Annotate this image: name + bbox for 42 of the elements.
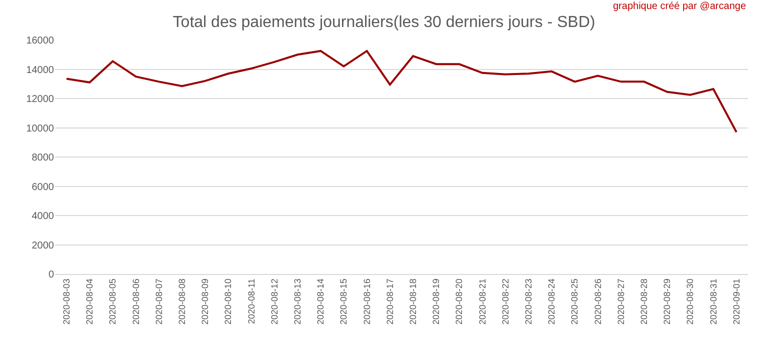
x-tick-label: 2020-08-29 — [662, 278, 672, 325]
x-tick-label: 2020-08-03 — [61, 278, 72, 325]
x-tick-label: 2020-08-31 — [708, 278, 718, 325]
x-tick-label: 2020-08-30 — [685, 278, 696, 325]
x-tick-label: 2020-08-28 — [638, 278, 649, 325]
y-tick-label: 14000 — [26, 64, 54, 76]
x-tick-label: 2020-08-20 — [454, 278, 464, 325]
x-tick-label: 2020-08-27 — [616, 278, 626, 325]
x-tick-label: 2020-08-12 — [269, 278, 280, 325]
line-series — [66, 50, 738, 134]
x-tick-label: 2020-08-24 — [546, 278, 557, 325]
x-tick-label: 2020-08-16 — [362, 278, 372, 325]
x-tick-label: 2020-08-21 — [477, 278, 488, 325]
y-tick-label: 12000 — [26, 94, 54, 105]
x-tick-label: 2020-08-10 — [223, 278, 234, 325]
x-tick-label: 2020-08-17 — [384, 278, 395, 325]
y-tick-label: 2000 — [32, 240, 54, 252]
x-tick-label: 2020-08-13 — [292, 278, 302, 325]
x-tick-label: 2020-09-01 — [731, 278, 742, 325]
y-tick-label: 0 — [48, 270, 54, 280]
y-tick-label: 4000 — [32, 211, 54, 222]
x-tick-label: 2020-08-23 — [523, 278, 534, 325]
x-tick-label: 2020-08-26 — [592, 278, 603, 325]
y-tick-label: 6000 — [32, 182, 54, 193]
x-tick-label: 2020-08-07 — [154, 278, 164, 325]
text: graphique créé par @arcange — [613, 1, 746, 12]
x-tick-label: 2020-08-14 — [316, 278, 326, 325]
x-tick-label: 2020-08-15 — [338, 278, 349, 325]
x-tick-label: 2020-08-19 — [431, 278, 442, 325]
x-tick-label: 2020-08-25 — [570, 278, 580, 325]
x-tick-label: 2020-08-09 — [200, 278, 210, 325]
x-tick-label: 2020-08-11 — [246, 278, 256, 324]
x-tick-label: 2020-08-05 — [108, 278, 118, 325]
y-tick-label: 8000 — [32, 152, 54, 164]
y-tick-label: 16000 — [26, 36, 54, 46]
x-tick-label: 2020-08-22 — [500, 278, 510, 325]
chart-title: Total des paiements journaliers(les 30 derniers jours - SBD) — [172, 14, 596, 31]
x-tick-label: 2020-08-08 — [176, 278, 187, 325]
x-tick-label: 2020-08-18 — [408, 278, 418, 325]
y-tick-label: 10000 — [26, 123, 54, 134]
x-tick-label: 2020-08-06 — [130, 278, 141, 325]
x-tick-label: 2020-08-04 — [84, 278, 95, 325]
